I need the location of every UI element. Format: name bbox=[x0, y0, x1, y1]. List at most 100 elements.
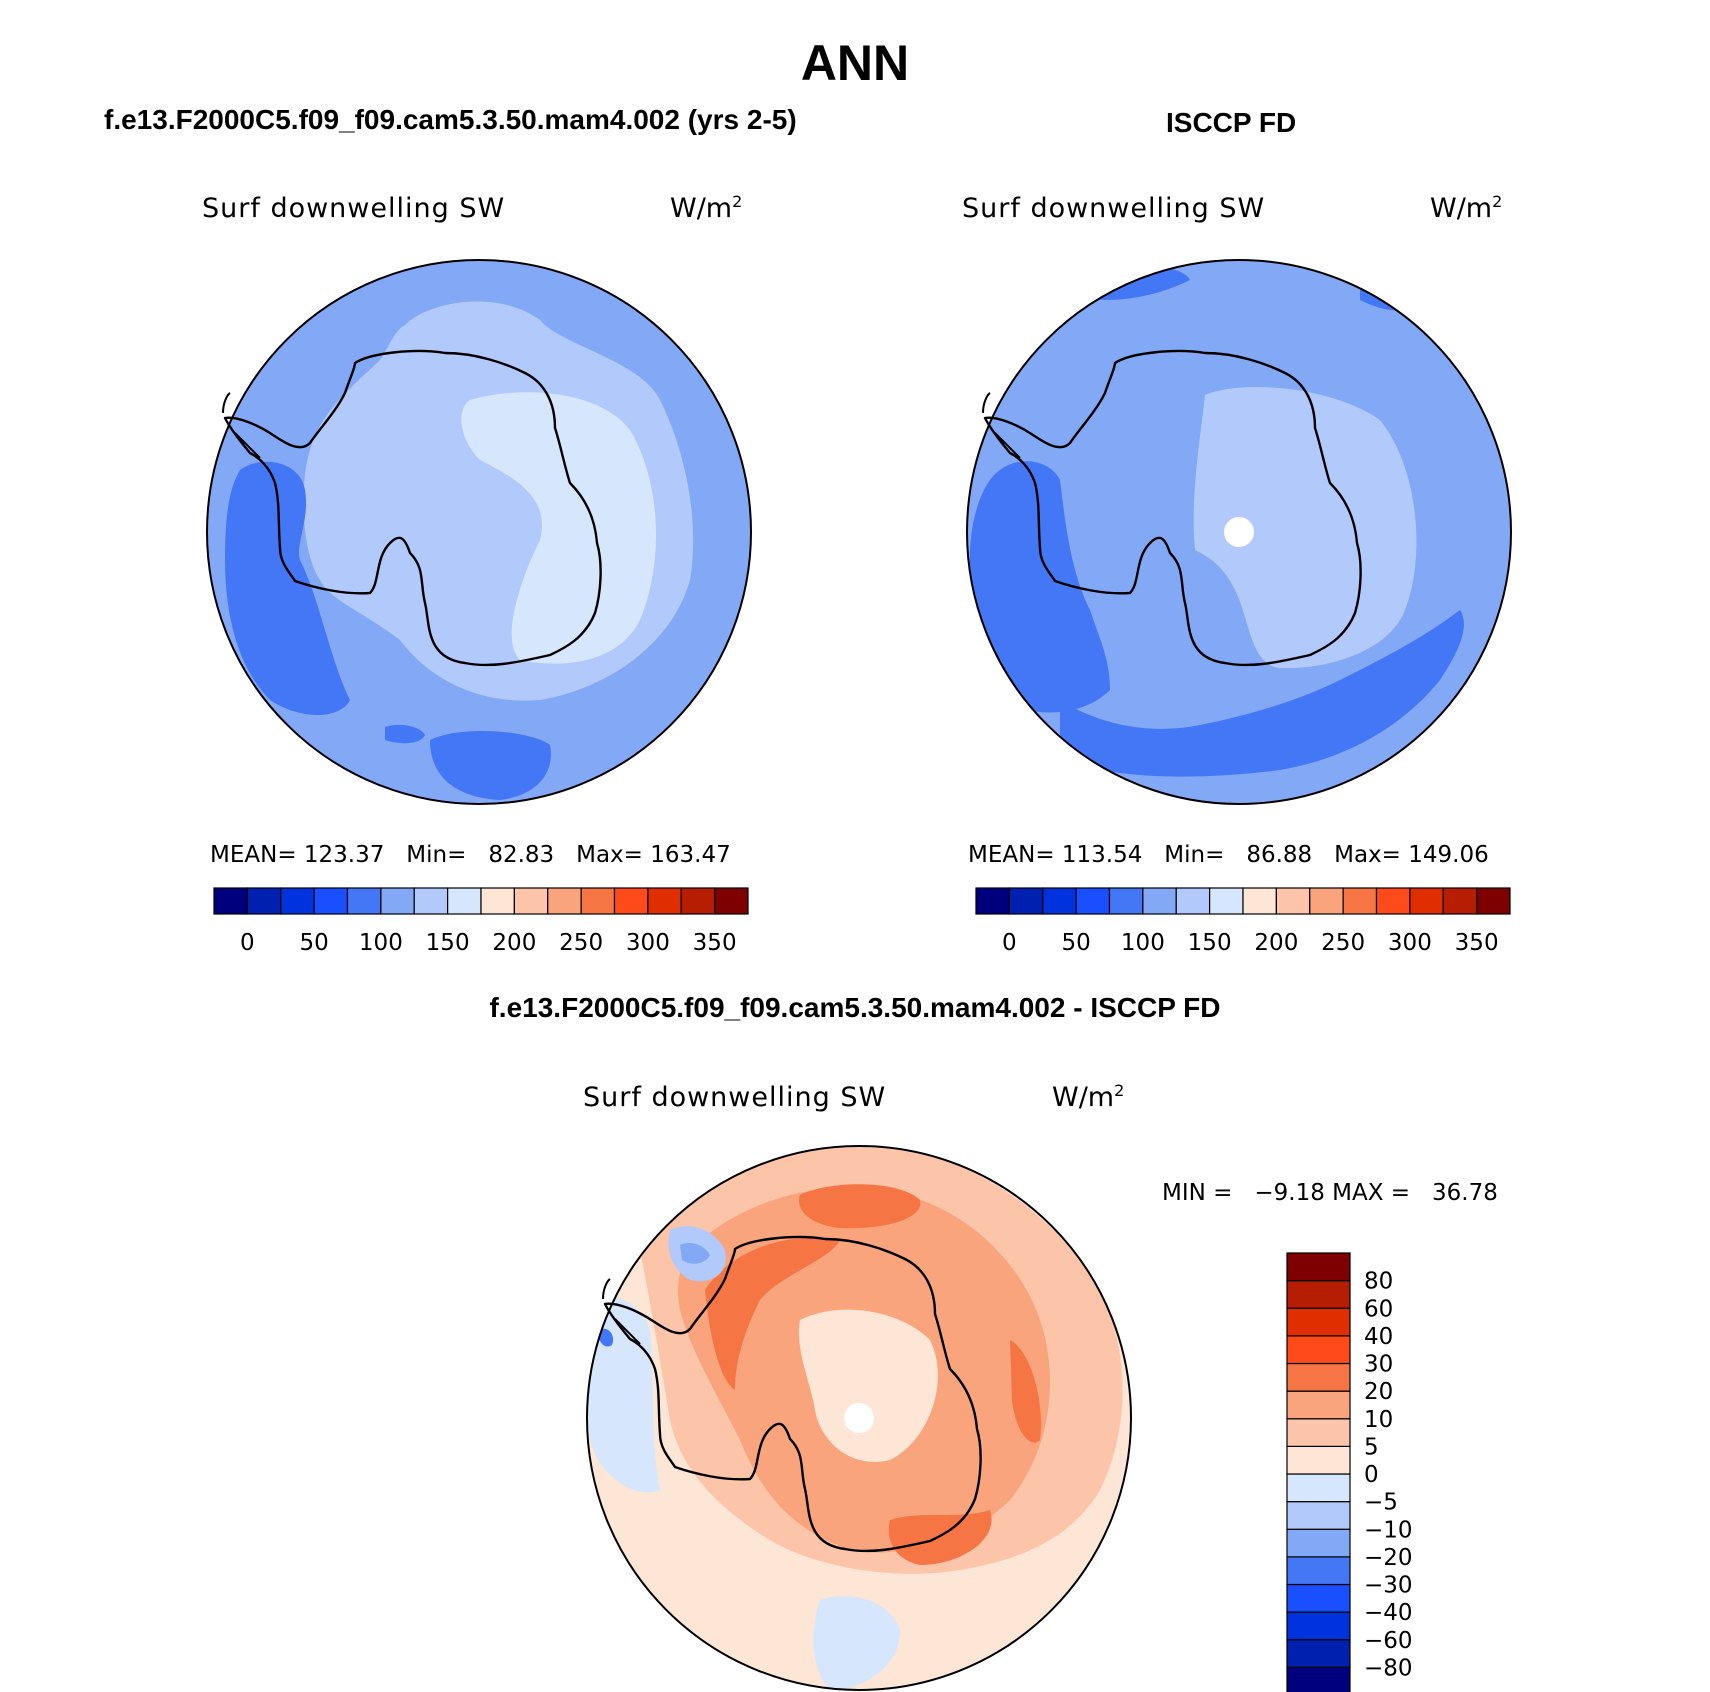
colorbar-diff-swatch bbox=[1286, 1639, 1351, 1668]
colorbar-model-swatch bbox=[547, 887, 582, 915]
map-diff bbox=[586, 1145, 1132, 1691]
colorbar-diff-swatch bbox=[1286, 1501, 1351, 1530]
colorbar-obs-tick-label: 200 bbox=[1254, 930, 1298, 956]
colorbar-obs-swatch bbox=[1142, 887, 1177, 915]
colorbar-diff-swatch bbox=[1286, 1252, 1351, 1282]
colorbar-diff-swatch bbox=[1286, 1362, 1351, 1392]
colorbar-model-swatch bbox=[213, 887, 248, 915]
colorbar-model-swatch bbox=[480, 887, 515, 915]
obs-pole-missing bbox=[1224, 517, 1254, 547]
colorbar-model-tick-label: 50 bbox=[299, 930, 328, 956]
colorbar-model-swatch bbox=[413, 887, 449, 915]
colorbar-model-swatch bbox=[647, 887, 682, 915]
diff-field-interior-low bbox=[798, 1309, 938, 1462]
colorbar-obs-tick-label: 150 bbox=[1188, 930, 1232, 956]
diff-field-negative-west-core bbox=[597, 1328, 614, 1347]
colorbar-diff-swatch bbox=[1286, 1473, 1351, 1503]
colorbar-model-swatch bbox=[313, 887, 349, 915]
model-field-low-south bbox=[430, 730, 551, 800]
colorbar-obs-swatch bbox=[1442, 887, 1478, 915]
colorbar-model-tick-label: 0 bbox=[240, 930, 255, 956]
colorbar-diff-tick-label: −80 bbox=[1364, 1655, 1413, 1681]
colorbar-obs-swatch bbox=[1342, 887, 1378, 915]
colorbar-model-swatch bbox=[513, 887, 549, 915]
colorbar-obs-swatch bbox=[1275, 887, 1311, 915]
model-field-low-south-small bbox=[385, 724, 425, 744]
colorbar-obs-swatch bbox=[1075, 887, 1111, 915]
colorbar-obs-swatch bbox=[1242, 887, 1277, 915]
panel-model-units: W/m2 bbox=[670, 193, 742, 224]
colorbar-diff-swatch bbox=[1286, 1418, 1351, 1447]
colorbar-diff-swatch bbox=[1286, 1335, 1351, 1365]
panel-model-units-base: W/m bbox=[670, 193, 733, 224]
diff-field-negative-nw-core bbox=[680, 1243, 710, 1264]
panel-model-variable: Surf downwelling SW bbox=[202, 193, 506, 224]
colorbar-obs-swatch bbox=[1108, 887, 1144, 915]
colorbar-diff-tick-label: 40 bbox=[1364, 1324, 1393, 1350]
panel-obs-units-base: W/m bbox=[1430, 193, 1493, 224]
colorbar-diff-swatch bbox=[1286, 1280, 1351, 1309]
diff-pole-missing bbox=[844, 1403, 874, 1433]
colorbar-model-swatch bbox=[447, 887, 482, 915]
colorbar-diff-swatch bbox=[1286, 1666, 1351, 1692]
obs-field-interior bbox=[1193, 387, 1417, 669]
colorbar-diff-swatch bbox=[1286, 1556, 1351, 1586]
diff-field-high-north bbox=[799, 1184, 921, 1229]
diff-field-high-east bbox=[1010, 1340, 1041, 1443]
colorbar-model-tick-label: 300 bbox=[626, 930, 670, 956]
colorbar-diff-swatch bbox=[1286, 1583, 1351, 1613]
colorbar-model-swatch bbox=[346, 887, 382, 915]
colorbar-diff-tick-label: 80 bbox=[1364, 1269, 1393, 1295]
colorbar-obs-swatch bbox=[1042, 887, 1077, 915]
colorbar-model-swatch bbox=[613, 887, 649, 915]
colorbar-obs-swatch bbox=[975, 887, 1010, 915]
colorbar-model-tick-label: 250 bbox=[559, 930, 603, 956]
colorbar-diff-swatch bbox=[1286, 1390, 1351, 1420]
colorbar-obs-tick-label: 250 bbox=[1321, 930, 1365, 956]
diff-map-boundary bbox=[586, 1145, 1132, 1691]
colorbar-obs-tick-label: 100 bbox=[1121, 930, 1165, 956]
colorbar-model-swatch bbox=[580, 887, 616, 915]
map-obs bbox=[966, 259, 1512, 805]
obs-map-boundary bbox=[966, 259, 1512, 805]
colorbar-model-swatch bbox=[380, 887, 415, 915]
colorbar-diff-tick-label: −40 bbox=[1364, 1600, 1413, 1626]
colorbar-obs-tick-label: 350 bbox=[1455, 930, 1499, 956]
colorbar-obs-tick-label: 0 bbox=[1002, 930, 1017, 956]
diff-field-high-south bbox=[888, 1510, 992, 1565]
colorbar-model: 0 50 100 150 200 250 300 350 bbox=[213, 887, 749, 956]
colorbar-model-swatch bbox=[680, 887, 716, 915]
panel-diff-variable: Surf downwelling SW bbox=[583, 1082, 887, 1113]
colorbar-diff-tick-label: 60 bbox=[1364, 1296, 1393, 1322]
colorbar-model-swatch bbox=[280, 887, 315, 915]
colorbar-model-swatch bbox=[246, 887, 282, 915]
panel-model-units-exp: 2 bbox=[732, 192, 743, 211]
panel-model-stats: MEAN= 123.37 Min= 82.83 Max= 163.47 bbox=[210, 842, 731, 868]
panel-diff-units-base: W/m bbox=[1052, 1082, 1115, 1113]
obs-field-low-south bbox=[1060, 610, 1464, 777]
colorbar-model-tick-label: 100 bbox=[359, 930, 403, 956]
panel-diff-units: W/m2 bbox=[1052, 1082, 1124, 1113]
colorbar-obs-swatch bbox=[1409, 887, 1444, 915]
colorbar-obs-swatch bbox=[1309, 887, 1344, 915]
page-title: ANN bbox=[800, 35, 910, 91]
map-model bbox=[206, 259, 752, 805]
colorbar-obs-tick-label: 300 bbox=[1388, 930, 1432, 956]
colorbar-obs-swatch bbox=[1209, 887, 1244, 915]
colorbar-obs-swatch bbox=[1476, 887, 1511, 915]
colorbar-obs-swatch bbox=[1008, 887, 1044, 915]
colorbar-diff-tick-label: 5 bbox=[1364, 1434, 1379, 1460]
model-field-low-west bbox=[225, 461, 350, 715]
panel-diff-units-exp: 2 bbox=[1114, 1081, 1125, 1100]
colorbar-model-swatch bbox=[714, 887, 749, 915]
colorbar-diff-tick-label: 0 bbox=[1364, 1462, 1379, 1488]
colorbar-diff-tick-label: −30 bbox=[1364, 1573, 1413, 1599]
colorbar-model-tick-label: 200 bbox=[492, 930, 536, 956]
model-map-boundary bbox=[206, 259, 752, 805]
obs-field-low-west bbox=[969, 461, 1110, 713]
colorbar-obs-swatch bbox=[1375, 887, 1411, 915]
colorbar-diff-tick-label: −20 bbox=[1364, 1545, 1413, 1571]
colorbar-diff-tick-label: −5 bbox=[1364, 1490, 1398, 1516]
